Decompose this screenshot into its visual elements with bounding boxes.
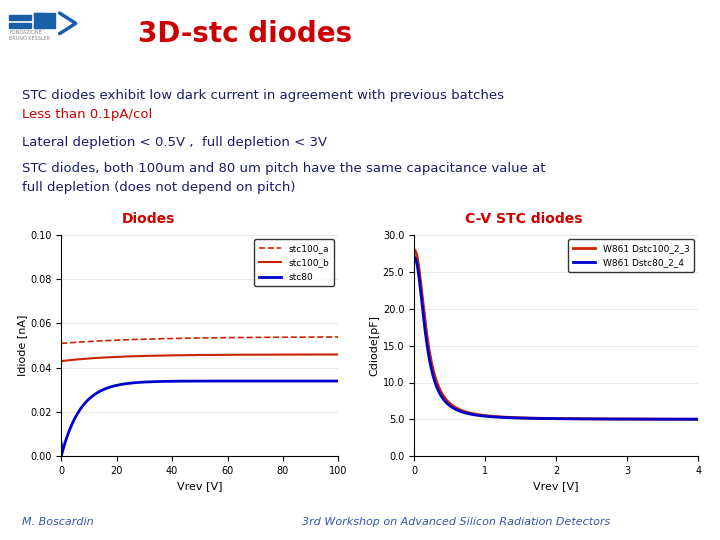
stc100_a <box>278 334 287 340</box>
Text: STC diodes exhibit low dark current in agreement with previous batches: STC diodes exhibit low dark current in a… <box>22 89 503 102</box>
Bar <box>35 12 55 17</box>
Text: Lateral depletion < 0.5V ,  full depletion < 3V: Lateral depletion < 0.5V , full depletio… <box>22 136 327 149</box>
stc80 <box>179 378 188 384</box>
Text: Less than 0.1pA/col: Less than 0.1pA/col <box>22 108 152 121</box>
W861 Dstc100_2_3 <box>438 392 447 399</box>
stc100_a <box>179 335 188 341</box>
Y-axis label: Idiode [nA]: Idiode [nA] <box>17 315 27 376</box>
W861 Dstc80_2_4 <box>636 416 645 422</box>
W861 Dstc100_2_3 <box>631 416 640 422</box>
W861 Dstc100_2_3 <box>535 415 544 422</box>
stc100_a <box>85 338 94 345</box>
stc100_a <box>247 334 256 341</box>
Text: FONDAZIONE: FONDAZIONE <box>9 30 42 35</box>
Text: C-V STC diodes: C-V STC diodes <box>465 212 582 226</box>
W861 Dstc80_2_4 <box>438 395 447 402</box>
Bar <box>35 13 45 29</box>
stc100_b <box>273 352 282 358</box>
Line: W861 Dstc100_2_3: W861 Dstc100_2_3 <box>414 249 698 419</box>
Legend: stc100_a, stc100_b, stc80: stc100_a, stc100_b, stc80 <box>254 239 334 286</box>
W861 Dstc80_2_4 <box>525 415 534 422</box>
stc80 <box>274 378 282 384</box>
Text: full depletion (does not depend on pitch): full depletion (does not depend on pitch… <box>22 181 295 194</box>
Line: stc100_b: stc100_b <box>61 354 338 361</box>
stc100_b <box>247 352 256 358</box>
stc100_b <box>169 352 178 359</box>
Line: stc80: stc80 <box>61 381 338 455</box>
stc80 <box>86 395 94 402</box>
W861 Dstc80_2_4 <box>605 416 613 422</box>
Text: 3rd Workshop on Advanced Silicon Radiation Detectors: 3rd Workshop on Advanced Silicon Radiati… <box>302 517 611 527</box>
W861 Dstc80_2_4 <box>410 254 418 260</box>
stc100_b <box>179 352 188 359</box>
W861 Dstc100_2_3 <box>525 415 534 421</box>
stc100_a <box>57 340 66 347</box>
W861 Dstc100_2_3 <box>605 416 613 422</box>
Bar <box>9 15 32 20</box>
stc100_a <box>169 335 178 342</box>
stc100_b <box>278 352 287 358</box>
W861 Dstc80_2_4 <box>535 415 544 422</box>
stc80 <box>334 378 343 384</box>
Text: M. Boscardin: M. Boscardin <box>22 517 93 527</box>
W861 Dstc100_2_3 <box>410 246 418 253</box>
stc80 <box>57 452 66 458</box>
Bar <box>35 24 55 29</box>
stc80 <box>279 378 287 384</box>
stc100_b <box>85 355 94 362</box>
W861 Dstc80_2_4 <box>631 416 640 422</box>
Text: 3D-stc diodes: 3D-stc diodes <box>138 19 351 48</box>
Legend: W861 Dstc100_2_3, W861 Dstc80_2_4: W861 Dstc100_2_3, W861 Dstc80_2_4 <box>568 239 694 272</box>
stc100_b <box>334 351 343 357</box>
Bar <box>9 23 32 29</box>
W861 Dstc100_2_3 <box>694 416 703 422</box>
stc100_b <box>57 358 66 365</box>
stc100_a <box>273 334 282 341</box>
Line: stc100_a: stc100_a <box>61 337 338 343</box>
stc100_a <box>334 334 343 340</box>
Bar <box>45 17 55 24</box>
stc80 <box>169 378 178 384</box>
stc80 <box>57 440 66 446</box>
X-axis label: Vrev [V]: Vrev [V] <box>534 482 579 491</box>
Text: Diodes: Diodes <box>122 212 176 226</box>
W861 Dstc80_2_4 <box>694 416 703 422</box>
X-axis label: Vrev [V]: Vrev [V] <box>177 482 222 491</box>
Text: BRUNO KESSLER: BRUNO KESSLER <box>9 36 50 41</box>
Y-axis label: Cdiode[pF]: Cdiode[pF] <box>370 315 380 376</box>
Text: STC diodes, both 100um and 80 um pitch have the same capacitance value at: STC diodes, both 100um and 80 um pitch h… <box>22 162 545 175</box>
W861 Dstc100_2_3 <box>636 416 645 422</box>
Line: W861 Dstc80_2_4: W861 Dstc80_2_4 <box>414 257 698 419</box>
stc80 <box>248 378 256 384</box>
